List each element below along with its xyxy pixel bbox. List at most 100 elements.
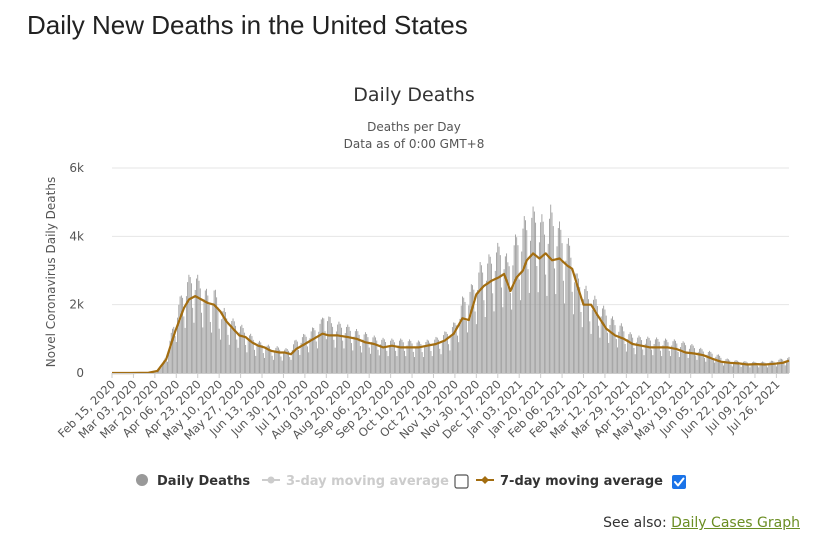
daily-deaths-bar — [541, 214, 543, 373]
daily-deaths-bar — [228, 344, 230, 373]
daily-deaths-bar — [729, 360, 731, 373]
daily-deaths-bar — [252, 339, 254, 373]
daily-deaths-bar — [583, 299, 584, 373]
daily-deaths-bar — [567, 238, 569, 373]
daily-deaths-bar — [180, 295, 182, 373]
daily-deaths-bar — [569, 245, 571, 373]
daily-deaths-bar — [371, 342, 373, 373]
daily-deaths-bar — [710, 351, 712, 373]
daily-deaths-bar — [545, 274, 547, 373]
daily-deaths-bar — [784, 365, 786, 373]
daily-deaths-bar — [222, 311, 224, 373]
daily-deaths-bar — [488, 254, 490, 373]
daily-deaths-bar — [289, 357, 291, 373]
daily-deaths-bar — [728, 359, 729, 373]
legend-item-3-day-average[interactable]: 3-day moving average — [262, 474, 449, 489]
daily-deaths-bar — [237, 347, 239, 373]
daily-deaths-bar — [566, 243, 568, 373]
chart-title: Daily Deaths — [353, 84, 474, 106]
daily-deaths-bar — [396, 356, 398, 373]
daily-deaths-bar — [560, 229, 562, 373]
daily-deaths-bar — [787, 358, 789, 373]
daily-deaths-bar — [285, 348, 287, 373]
daily-deaths-bar — [323, 318, 325, 373]
daily-deaths-bar — [639, 337, 641, 373]
daily-deaths-bar — [438, 339, 439, 373]
legend-item-7-day-average[interactable]: 7-day moving average — [476, 474, 663, 489]
daily-deaths-bar — [353, 336, 355, 373]
daily-deaths-bar — [333, 339, 335, 373]
chart-subtitle: Deaths per Day — [367, 120, 461, 134]
daily-deaths-bar — [405, 356, 407, 373]
daily-deaths-bar — [327, 321, 329, 373]
legend-item-daily-deaths[interactable]: Daily Deaths — [136, 474, 250, 489]
daily-deaths-bar — [404, 350, 405, 373]
daily-cases-graph-link[interactable]: Daily Cases Graph — [671, 515, 800, 531]
daily-deaths-bar — [251, 336, 253, 373]
daily-deaths-bar — [514, 234, 516, 373]
daily-deaths-bar — [686, 353, 688, 373]
legend-daily-deaths-label: Daily Deaths — [157, 474, 250, 489]
daily-deaths-bar — [788, 356, 790, 373]
daily-deaths-bar — [269, 346, 271, 373]
daily-deaths-bar — [757, 365, 758, 373]
daily-deaths-bar — [424, 346, 426, 373]
daily-deaths-bar — [492, 293, 494, 373]
daily-deaths-bar — [207, 295, 209, 373]
daily-deaths-bar — [335, 331, 337, 373]
daily-deaths-bar — [417, 340, 419, 373]
daily-deaths-bar — [254, 349, 255, 373]
daily-deaths-bar — [774, 364, 776, 373]
daily-deaths-bar — [192, 307, 194, 373]
daily-deaths-bar — [199, 288, 201, 373]
daily-deaths-bar — [706, 354, 708, 373]
daily-deaths-bar — [716, 354, 718, 373]
daily-deaths-bar — [623, 331, 625, 373]
daily-deaths-bar — [455, 325, 457, 373]
daily-deaths-bar — [421, 352, 423, 373]
daily-deaths-bar — [218, 328, 220, 373]
checkbox-3-day-average[interactable] — [454, 474, 469, 489]
daily-deaths-bar — [741, 363, 743, 373]
daily-deaths-bar — [503, 269, 505, 373]
daily-deaths-bar — [188, 274, 190, 373]
daily-deaths-bar — [672, 341, 674, 373]
daily-deaths-bar — [778, 359, 780, 373]
daily-deaths-bar — [643, 355, 645, 373]
daily-deaths-bar — [612, 316, 613, 373]
daily-deaths-bar — [378, 355, 380, 373]
daily-deaths-bar — [572, 314, 574, 373]
daily-deaths-bar — [697, 351, 699, 373]
daily-deaths-bar — [366, 333, 368, 373]
daily-deaths-bar — [473, 289, 475, 373]
daily-deaths-bar — [676, 343, 678, 373]
daily-deaths-bar — [177, 317, 178, 373]
daily-deaths-bar — [738, 361, 739, 373]
daily-deaths-bar — [627, 339, 629, 373]
daily-deaths-bar — [754, 361, 756, 373]
daily-deaths-bar — [724, 360, 726, 373]
daily-deaths-bar — [733, 362, 734, 373]
daily-deaths-bar — [585, 285, 587, 373]
daily-deaths-bar — [638, 335, 640, 373]
daily-deaths-bar — [579, 286, 581, 373]
daily-deaths-bar — [312, 327, 313, 373]
daily-deaths-bar — [217, 307, 219, 373]
checkbox-7-day-average[interactable] — [672, 475, 686, 489]
daily-deaths-bar — [221, 319, 223, 373]
daily-deaths-bar — [479, 262, 481, 373]
daily-deaths-bar — [451, 327, 453, 373]
daily-deaths-bar — [303, 333, 305, 373]
daily-deaths-bar — [743, 361, 745, 373]
daily-deaths-bar — [349, 330, 351, 373]
daily-deaths-bar — [734, 360, 736, 373]
daily-deaths-bar — [521, 251, 523, 373]
daily-deaths-bar — [376, 340, 378, 373]
daily-deaths-bar — [275, 347, 277, 373]
daily-deaths-bar — [283, 353, 284, 373]
daily-deaths-bar — [167, 361, 168, 373]
daily-deaths-bar — [362, 339, 364, 373]
daily-deaths-bar — [547, 243, 549, 373]
daily-deaths-bar — [540, 222, 542, 373]
daily-deaths-bar — [313, 327, 315, 373]
